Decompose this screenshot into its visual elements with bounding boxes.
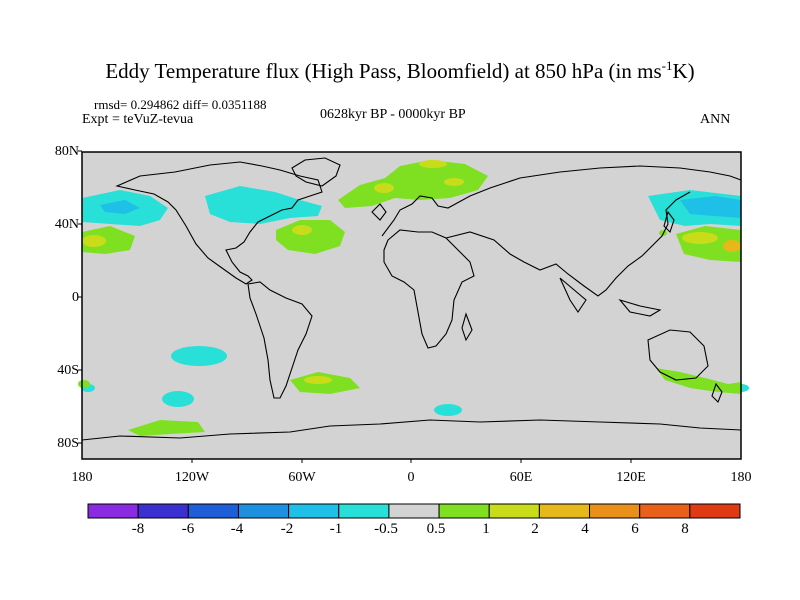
colorbar-box xyxy=(538,503,591,519)
colorbar-box xyxy=(689,503,741,519)
lat-label: 40S xyxy=(57,363,79,378)
lat-label: 0 xyxy=(72,290,79,305)
map-background xyxy=(82,152,741,459)
lon-label: 60W xyxy=(288,470,316,485)
colorbar-label: -8 xyxy=(131,521,145,537)
period-label: 0628kyr BP - 0000kyr BP xyxy=(320,107,466,122)
lon-label: 120W xyxy=(174,470,210,485)
experiment-label: Expt = teVuZ-tevua xyxy=(82,112,194,127)
colorbar-box xyxy=(87,503,139,519)
madagascar-coast xyxy=(461,312,473,342)
eurasia-north-coast xyxy=(381,165,742,237)
colorbar-label: 2 xyxy=(531,521,539,537)
colorbar-label: -0.5 xyxy=(374,521,398,537)
colorbar-box xyxy=(237,503,290,519)
colorbar-box xyxy=(488,503,540,519)
colorbar-label: -1 xyxy=(329,521,343,537)
lon-label: 60E xyxy=(509,470,533,485)
colorbar-box xyxy=(288,503,340,519)
colorbar-label: 8 xyxy=(681,521,689,537)
colorbar-label: 4 xyxy=(581,521,589,537)
lat-label: 80S xyxy=(57,436,79,451)
plot-title: Eddy Temperature flux (High Pass, Bloomf… xyxy=(105,58,695,83)
australia-coast xyxy=(647,329,709,381)
colorbar-label: 1 xyxy=(482,521,490,537)
british-isles-coast xyxy=(371,203,387,221)
colorbar-box xyxy=(338,503,390,519)
colorbar-box xyxy=(137,503,189,519)
lon-label: 120E xyxy=(616,470,646,485)
lon-label: 180 xyxy=(730,470,752,485)
indonesia-coast xyxy=(618,298,662,317)
lat-label: 80N xyxy=(54,144,79,159)
eurasia-south-coast xyxy=(445,191,691,297)
new-zealand-coast xyxy=(711,382,723,403)
india-coast xyxy=(559,277,587,313)
colorbar-box xyxy=(639,503,691,519)
lon-label: 0 xyxy=(407,470,415,485)
season-label: ANN xyxy=(700,112,731,127)
colorbar-box xyxy=(438,503,490,519)
colorbar-label: -2 xyxy=(280,521,294,537)
south-america-coast xyxy=(247,281,313,399)
colorbar-label: 6 xyxy=(631,521,639,537)
rmsd-diff-label: rmsd= 0.294862 diff= 0.0351188 xyxy=(94,97,267,112)
colorbar-box xyxy=(589,503,641,519)
coastlines xyxy=(81,157,742,441)
positive-anomaly-patches xyxy=(78,160,741,436)
north-america-coast xyxy=(115,161,323,285)
lon-label: 180 xyxy=(71,470,93,485)
colorbar-box xyxy=(388,503,440,519)
antarctica-coast xyxy=(81,419,742,441)
axis-ticks xyxy=(78,150,632,463)
colorbar xyxy=(87,503,741,519)
colorbar-label: -4 xyxy=(230,521,244,537)
colorbar-label: 0.5 xyxy=(426,521,446,537)
lat-label: 40N xyxy=(54,217,79,232)
colorbar-label: -6 xyxy=(181,521,195,537)
greenland-coast xyxy=(291,157,341,187)
japan-coast xyxy=(663,210,675,234)
colorbar-box xyxy=(187,503,239,519)
africa-coast xyxy=(383,229,475,349)
